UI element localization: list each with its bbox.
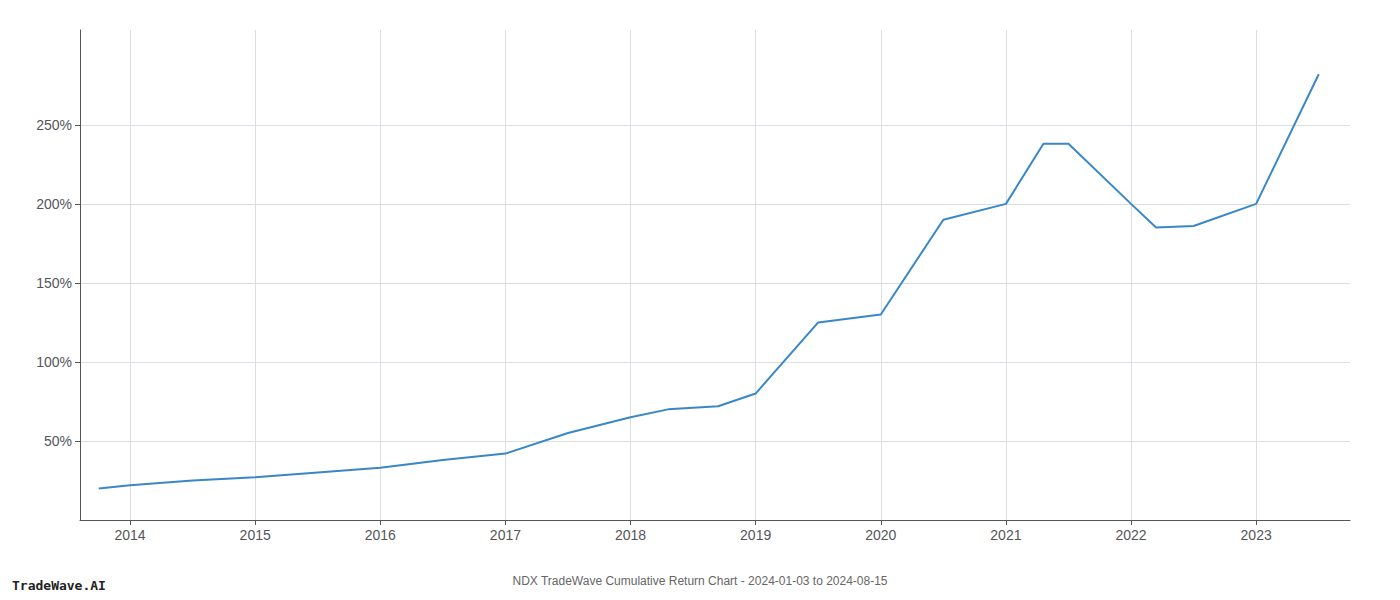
svg-text:2017: 2017: [490, 527, 521, 543]
svg-text:2020: 2020: [865, 527, 896, 543]
svg-text:2016: 2016: [365, 527, 396, 543]
svg-text:150%: 150%: [36, 275, 72, 291]
svg-text:100%: 100%: [36, 354, 72, 370]
svg-text:2022: 2022: [1115, 527, 1146, 543]
svg-text:TradeWave.AI: TradeWave.AI: [12, 578, 106, 593]
svg-text:2014: 2014: [114, 527, 145, 543]
svg-text:NDX TradeWave Cumulative Retur: NDX TradeWave Cumulative Return Chart - …: [512, 574, 887, 588]
svg-text:2021: 2021: [990, 527, 1021, 543]
svg-text:2015: 2015: [240, 527, 271, 543]
svg-text:200%: 200%: [36, 196, 72, 212]
svg-text:50%: 50%: [44, 433, 72, 449]
svg-text:2023: 2023: [1241, 527, 1272, 543]
svg-text:250%: 250%: [36, 117, 72, 133]
svg-text:2019: 2019: [740, 527, 771, 543]
svg-text:2018: 2018: [615, 527, 646, 543]
